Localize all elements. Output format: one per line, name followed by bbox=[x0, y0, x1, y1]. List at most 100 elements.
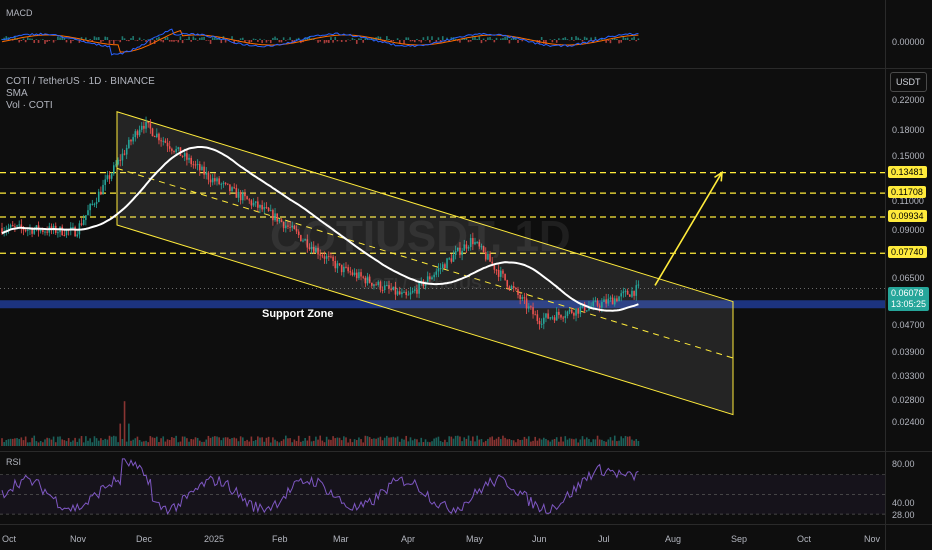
volume-bar bbox=[429, 442, 431, 446]
candle-body bbox=[343, 266, 345, 273]
volume-bar bbox=[293, 439, 296, 446]
volume-bar bbox=[323, 442, 326, 446]
sma-indicator-label[interactable]: SMA bbox=[6, 88, 28, 99]
candle-body bbox=[323, 256, 326, 259]
macd-histogram-bar bbox=[355, 40, 358, 44]
candle-body bbox=[274, 213, 276, 221]
volume-bar bbox=[631, 439, 633, 446]
macd-histogram-bar bbox=[611, 38, 614, 40]
candle-body bbox=[573, 313, 575, 316]
volume-bar bbox=[250, 436, 253, 446]
sma-line bbox=[1, 146, 639, 312]
volume-bar bbox=[583, 439, 586, 446]
volume-indicator-label[interactable]: Vol · COTI bbox=[6, 100, 53, 111]
macd-histogram-bar bbox=[489, 37, 491, 40]
macd-signal-line bbox=[1, 29, 639, 53]
candle-body bbox=[330, 256, 332, 258]
candle-body bbox=[452, 254, 455, 262]
candle-body bbox=[257, 201, 259, 208]
volume-bar bbox=[467, 435, 470, 446]
candle-body bbox=[325, 256, 328, 259]
volume-bar bbox=[276, 441, 278, 446]
volume-bar bbox=[248, 441, 251, 446]
volume-bar bbox=[512, 440, 515, 446]
volume-bar bbox=[622, 438, 625, 446]
candle-body bbox=[110, 173, 113, 179]
candle-body bbox=[383, 285, 386, 291]
candle-body bbox=[216, 178, 218, 182]
volume-bar bbox=[229, 438, 231, 446]
volume-bar bbox=[420, 437, 423, 446]
pane-divider[interactable] bbox=[0, 451, 932, 452]
candle-body bbox=[93, 203, 96, 205]
candle-body bbox=[536, 314, 539, 321]
macd-histogram-bar bbox=[461, 38, 463, 40]
volume-bar bbox=[319, 435, 321, 446]
price-axis[interactable] bbox=[885, 0, 932, 550]
macd-histogram-bar bbox=[267, 40, 270, 41]
candle-body bbox=[527, 306, 530, 309]
candle-body bbox=[302, 240, 304, 242]
macd-histogram-bar bbox=[65, 40, 68, 43]
macd-histogram-bar bbox=[138, 37, 141, 40]
pane-divider[interactable] bbox=[0, 524, 932, 525]
macd-histogram-bar bbox=[377, 36, 380, 40]
volume-bar bbox=[218, 437, 220, 446]
candle-body bbox=[588, 306, 590, 311]
candle-body bbox=[454, 250, 457, 255]
candle-body bbox=[63, 235, 66, 237]
macd-histogram-bar bbox=[540, 36, 543, 40]
candle-body bbox=[119, 159, 122, 161]
volume-bar bbox=[394, 437, 397, 446]
volume-bar bbox=[37, 442, 40, 446]
current-price-value: 0.06078 bbox=[891, 288, 924, 298]
volume-bar bbox=[555, 437, 558, 446]
volume-bar bbox=[390, 437, 392, 446]
volume-bar bbox=[379, 436, 382, 446]
candle-body bbox=[611, 297, 614, 305]
volume-bar bbox=[510, 440, 513, 446]
pane-divider[interactable] bbox=[0, 68, 932, 69]
candle-body bbox=[534, 314, 536, 316]
candle-body bbox=[113, 165, 115, 174]
macd-histogram-bar bbox=[175, 40, 177, 41]
candle-body bbox=[14, 226, 16, 228]
candle-body bbox=[263, 206, 266, 210]
macd-histogram-bar bbox=[5, 36, 8, 40]
volume-bar bbox=[216, 436, 218, 446]
macd-histogram-bar bbox=[491, 39, 493, 40]
volume-bar bbox=[257, 436, 259, 446]
macd-histogram-bar bbox=[297, 37, 300, 40]
volume-bar bbox=[156, 436, 158, 446]
macd-histogram-bar bbox=[145, 40, 147, 42]
candle-body bbox=[211, 178, 214, 183]
macd-histogram-bar bbox=[20, 40, 23, 41]
candle-body bbox=[338, 263, 341, 265]
volume-bar bbox=[611, 440, 614, 446]
macd-histogram-bar bbox=[181, 40, 184, 44]
candle-body bbox=[523, 297, 526, 299]
macd-histogram-bar bbox=[484, 40, 487, 42]
macd-histogram-bar bbox=[102, 40, 104, 42]
volume-bar bbox=[588, 439, 590, 446]
volume-bar bbox=[1, 438, 3, 446]
macd-histogram-bar bbox=[179, 36, 182, 40]
volume-bar bbox=[418, 442, 420, 446]
currency-button[interactable]: USDT bbox=[890, 72, 927, 92]
candle-body bbox=[396, 291, 399, 295]
candle-body bbox=[336, 263, 339, 269]
macd-histogram-bar bbox=[248, 40, 251, 44]
candle-body bbox=[57, 232, 59, 234]
volume-bar bbox=[186, 438, 188, 446]
time-tick: Oct bbox=[797, 534, 812, 544]
macd-histogram-bar bbox=[467, 40, 470, 43]
symbol-title[interactable]: COTI / TetherUS · 1D · BINANCE bbox=[6, 76, 155, 87]
macd-histogram-bar bbox=[95, 37, 98, 40]
volume-bar bbox=[530, 441, 532, 446]
candle-body bbox=[44, 231, 46, 233]
volume-bar bbox=[347, 442, 349, 446]
volume-bar bbox=[289, 438, 291, 446]
candle-body bbox=[328, 256, 330, 258]
candle-body bbox=[605, 299, 607, 304]
